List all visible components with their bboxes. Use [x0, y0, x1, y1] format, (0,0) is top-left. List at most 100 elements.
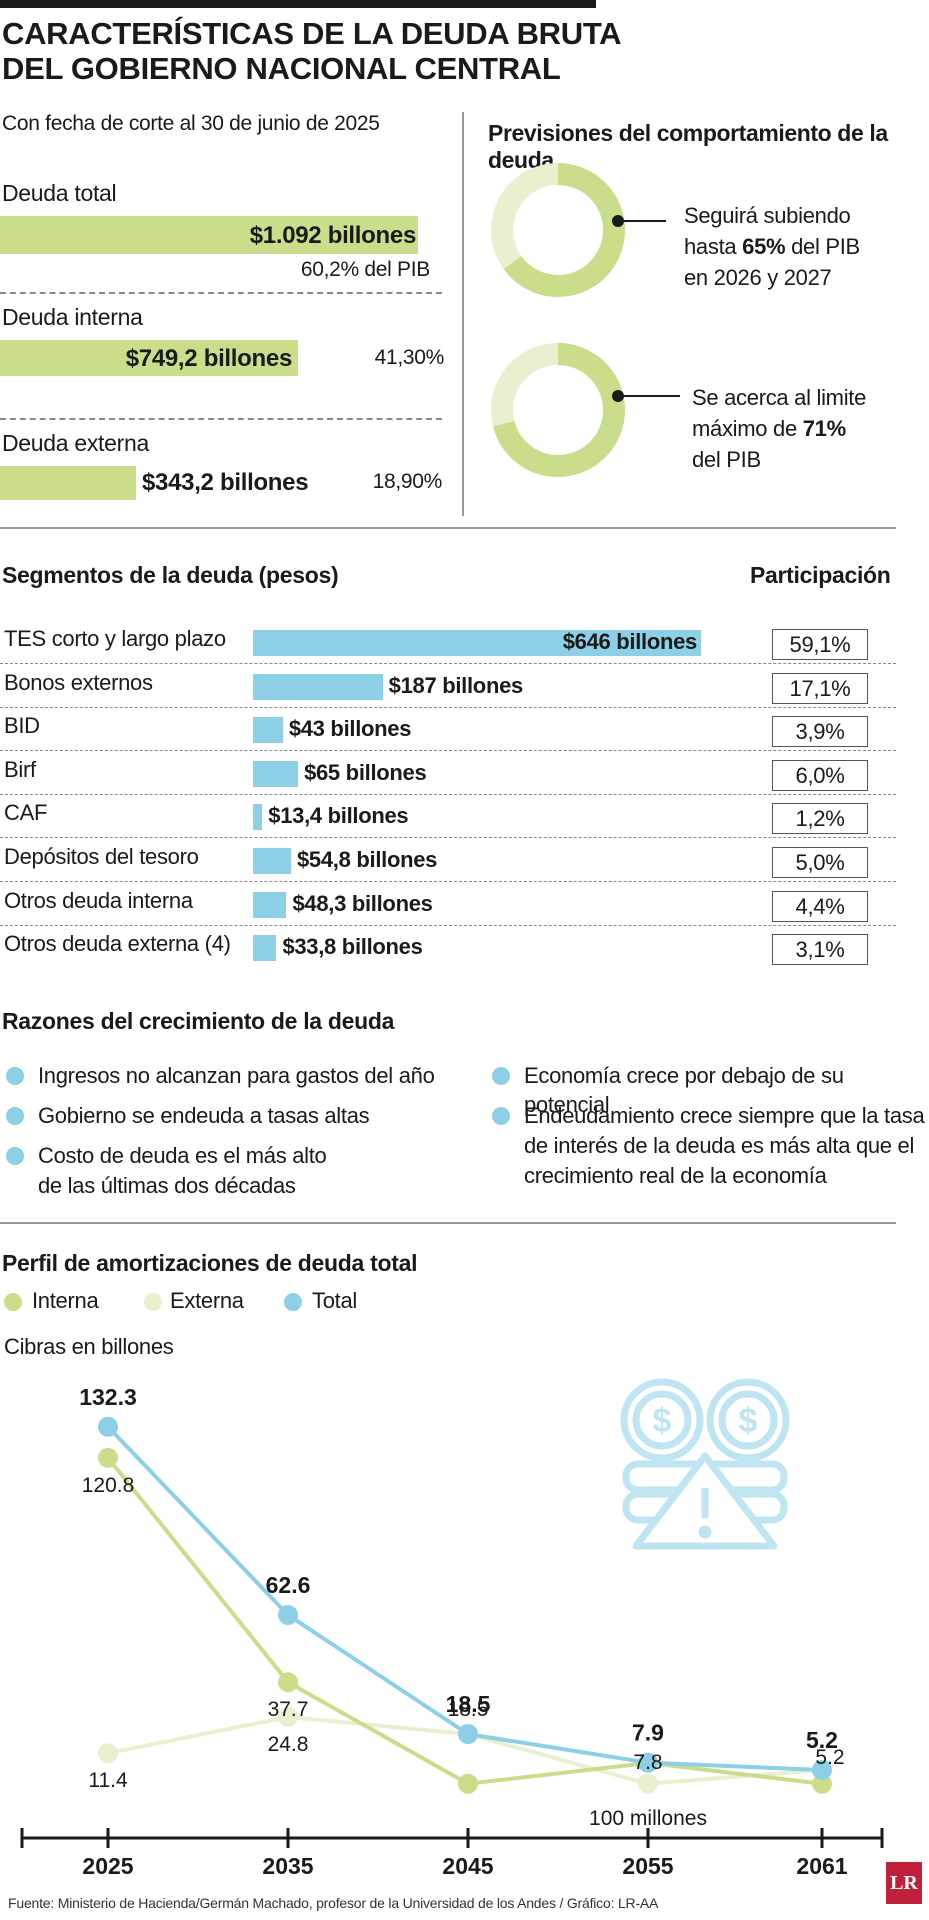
forecast-1-line-1: Seguirá subiendo — [684, 203, 851, 228]
legend-interna-label: Interna — [32, 1288, 99, 1313]
forecast-text-1: Seguirá subiendo hasta 65% del PIB en 20… — [684, 200, 860, 293]
data-label-externa: 24.8 — [268, 1733, 309, 1756]
data-point-total — [458, 1724, 478, 1745]
amortization-chart: $ $ 120.8 37.7 7.8 11.4 24.8 18.5 100 millones… — [20, 1378, 884, 1879]
pointer-line — [620, 395, 680, 397]
bullet-dot — [6, 1147, 24, 1165]
title-line-2: DEL GOBIERNO NACIONAL CENTRAL — [2, 51, 561, 86]
row-divider — [0, 706, 896, 708]
segment-bar — [253, 760, 299, 787]
forecast-1-line-2: hasta 65% del PIB — [684, 234, 860, 259]
data-label-total: 5.2 — [806, 1727, 838, 1753]
x-tick-label: 2045 — [442, 1853, 493, 1879]
row-divider — [0, 881, 896, 882]
reasons-title: Razones del crecimiento de la deuda — [2, 1008, 395, 1034]
internal-debt-value: $749,2 billones — [125, 345, 293, 372]
data-point-total — [98, 1416, 118, 1437]
row-divider — [0, 750, 896, 752]
segment-value: $65 billones — [304, 759, 427, 785]
external-debt-bar — [0, 466, 136, 500]
page-title: CARACTERÍSTICAS DE LA DEUDA BRUTA DEL GO… — [2, 16, 702, 86]
top-rule — [0, 0, 596, 8]
segment-bar — [253, 804, 263, 831]
reason-text: Endeudamiento crece siempre que la tasa — [524, 1103, 925, 1128]
forecast-donut-1 — [491, 163, 625, 297]
segment-bar — [253, 673, 383, 700]
reason-text: de las últimas dos décadas — [38, 1173, 296, 1198]
segment-value: $54,8 billones — [297, 847, 438, 872]
x-tick-label: 2061 — [796, 1853, 847, 1879]
segment-label: TES corto y largo plazo — [4, 626, 226, 651]
segment-value: $33,8 billones — [282, 934, 423, 960]
donut-arc — [491, 343, 625, 477]
row-divider — [0, 924, 896, 926]
pointer-dot — [612, 215, 624, 227]
share-box: 3,9% — [772, 716, 868, 748]
pointer-line — [620, 220, 666, 222]
segment-value: $646 billones — [562, 629, 698, 654]
segment-value: $187 billones — [388, 672, 524, 698]
data-label-total: 18.5 — [446, 1691, 491, 1717]
chart-labels: 120.8 37.7 7.8 11.4 24.8 18.5 100 millones 5.2 1… — [79, 1384, 844, 1830]
legend-externa-label: Externa — [170, 1288, 244, 1313]
section-divider — [0, 527, 896, 529]
forecast-donut-2 — [491, 343, 625, 477]
lr-logo: LR — [886, 1862, 922, 1904]
data-point-externa — [638, 1773, 658, 1794]
share-box: 59,1% — [772, 629, 868, 660]
x-tick-label: 2025 — [82, 1853, 133, 1879]
reason-text: Gobierno se endeuda a tasas altas — [38, 1103, 370, 1128]
segment-bar — [253, 717, 283, 744]
data-point-interna — [98, 1447, 118, 1468]
data-point-interna — [458, 1773, 478, 1794]
row-divider — [0, 663, 896, 664]
x-axis-ticks: 2025 2035 2045 2055 2061 — [20, 1828, 884, 1879]
segment-label: BID — [4, 713, 40, 739]
external-debt-value: $343,2 billones — [142, 469, 309, 496]
data-label-externa: 11.4 — [88, 1769, 128, 1792]
share-box: 3,1% — [772, 934, 868, 966]
legend-interna-dot — [4, 1293, 22, 1311]
forecast-2-line-1: Se acerca al limite — [692, 385, 867, 410]
total-debt-pct: 60,2% del PIB — [300, 258, 430, 281]
segment-value: $13,4 billones — [268, 803, 409, 829]
forecast-2-line-3: del PIB — [692, 447, 761, 472]
segment-label: Otros deuda externa (4) — [4, 931, 231, 957]
segments-title: Segmentos de la deuda (pesos) — [2, 562, 339, 588]
data-label-interna: 120.8 — [82, 1474, 135, 1497]
data-label-externa: 5.2 — [815, 1746, 844, 1769]
donut-arc — [491, 163, 625, 297]
row-divider — [0, 837, 896, 839]
reason-text: Economía crece por debajo de su potencia… — [524, 1063, 844, 1117]
title-line-1: CARACTERÍSTICAS DE LA DEUDA BRUTA — [2, 16, 622, 51]
column-divider — [462, 112, 464, 516]
forecast-text-2: Se acerca al limite máximo de 71% del PI… — [692, 382, 866, 475]
bullet-dot — [492, 1107, 510, 1125]
share-box: 1,2% — [772, 803, 868, 835]
chart-ylabel: Cibras en billones — [4, 1334, 174, 1359]
segment-label: Birf — [4, 756, 36, 782]
forecast-2-line-2: máximo de 71% — [692, 416, 846, 441]
segment-label: CAF — [4, 800, 48, 826]
data-label-interna: 37.7 — [268, 1698, 309, 1721]
data-label-total: 62.6 — [266, 1572, 311, 1598]
coins-warning-icon: $ $ — [620, 1378, 790, 1550]
total-debt-bar — [0, 216, 418, 254]
legend-total-dot — [284, 1293, 302, 1311]
data-point-total — [638, 1752, 658, 1773]
segment-label: Depósitos del tesoro — [4, 844, 199, 869]
data-label-total: 7.9 — [632, 1720, 664, 1746]
chart-title: Perfil de amortizaciones de deuda total — [2, 1250, 418, 1276]
data-point-interna — [812, 1773, 832, 1794]
internal-debt-bar — [0, 340, 298, 376]
forecast-1-line-3: en 2026 y 2027 — [684, 265, 832, 290]
data-label-externa: 100 millones — [589, 1807, 707, 1830]
svg-text:$: $ — [739, 1402, 758, 1440]
share-box: 5,0% — [772, 847, 868, 878]
share-box: 6,0% — [772, 759, 868, 791]
forecast-title: Previsiones del comportamiento de la deu… — [488, 120, 888, 173]
divider — [0, 418, 442, 420]
internal-debt-label: Deuda interna — [2, 304, 143, 330]
section-divider — [0, 1222, 896, 1224]
segment-bar — [253, 848, 291, 874]
